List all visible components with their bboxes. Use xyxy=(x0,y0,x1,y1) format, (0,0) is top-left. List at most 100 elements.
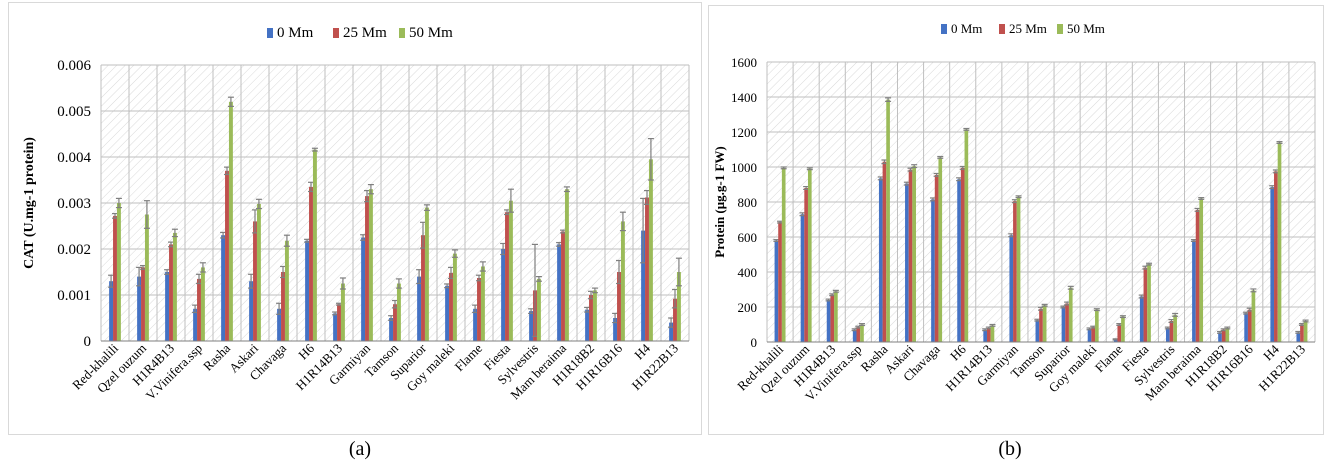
bar xyxy=(983,329,987,342)
bar xyxy=(931,199,935,342)
bar xyxy=(934,174,939,342)
legend-label: 0 Mm xyxy=(277,25,314,41)
bar xyxy=(393,304,397,341)
bar xyxy=(990,325,995,342)
y-tick-label: 0.001 xyxy=(57,288,91,304)
bar xyxy=(221,235,226,341)
y-tick-label: 1600 xyxy=(731,55,757,70)
legend: 0 Mm 25 Mm 50 Mm xyxy=(267,25,453,41)
bar xyxy=(284,240,289,341)
y-tick-label: 0.005 xyxy=(57,104,91,120)
bar xyxy=(800,214,805,342)
x-tick-label: Flame xyxy=(1092,341,1126,375)
bar xyxy=(960,167,965,342)
bar xyxy=(613,318,618,341)
bar xyxy=(165,272,170,341)
bar xyxy=(1095,309,1099,342)
bar xyxy=(116,203,121,341)
bar xyxy=(1091,327,1096,342)
y-tick-label: 1400 xyxy=(731,90,757,105)
bar xyxy=(1173,314,1177,342)
bar xyxy=(882,161,887,342)
y-tick-label: 200 xyxy=(738,300,758,315)
bar xyxy=(508,200,513,341)
bar xyxy=(1113,339,1118,342)
bar xyxy=(1218,332,1222,342)
y-tick-label: 1000 xyxy=(731,160,757,175)
bar xyxy=(1143,267,1148,342)
bar xyxy=(778,222,782,342)
y-tick-label: 600 xyxy=(738,230,758,245)
bar xyxy=(480,266,485,341)
bar xyxy=(200,267,205,341)
bar xyxy=(256,203,261,341)
bar xyxy=(585,309,590,341)
bar xyxy=(228,101,233,341)
bar xyxy=(964,129,969,342)
bar xyxy=(169,244,173,341)
bar xyxy=(305,240,310,341)
bar xyxy=(676,272,681,341)
bar xyxy=(1169,321,1174,342)
bar xyxy=(137,276,142,341)
bar xyxy=(1300,324,1304,342)
bar xyxy=(417,276,422,341)
bar xyxy=(1225,328,1230,342)
bar xyxy=(445,285,450,341)
bar xyxy=(1221,329,1226,342)
bar xyxy=(172,232,177,341)
bar xyxy=(225,170,229,341)
bar xyxy=(368,189,373,341)
bar xyxy=(620,221,625,341)
legend-swatch xyxy=(1057,24,1063,34)
bar xyxy=(536,278,541,341)
bar xyxy=(277,308,282,341)
bar xyxy=(912,166,917,342)
y-tick-label: 0 xyxy=(84,334,92,350)
bar xyxy=(986,328,991,342)
y-axis-title: Protein (μg.g-1 FW) xyxy=(712,146,727,257)
bar xyxy=(501,249,506,341)
bar xyxy=(886,99,890,342)
bar xyxy=(312,149,317,341)
legend-label: 25 Mm xyxy=(343,25,387,41)
bar xyxy=(1068,287,1073,342)
y-tick-label: 400 xyxy=(738,265,758,280)
bar xyxy=(648,159,653,341)
bar xyxy=(589,295,593,341)
bar xyxy=(852,329,857,342)
legend-swatch xyxy=(333,28,339,38)
caption-b: (b) xyxy=(998,438,1022,460)
bar xyxy=(477,277,481,341)
bar xyxy=(1042,305,1047,342)
bar xyxy=(389,318,394,341)
legend-swatch xyxy=(399,28,405,38)
x-tick-label: H6 xyxy=(295,340,317,362)
y-tick-label: 0.003 xyxy=(57,196,91,212)
bar xyxy=(424,207,429,341)
bar xyxy=(564,189,569,341)
bar xyxy=(113,215,117,341)
bar xyxy=(421,235,425,341)
bar xyxy=(834,291,838,342)
bar xyxy=(860,324,864,342)
legend-swatch xyxy=(941,24,947,34)
bar xyxy=(781,167,786,342)
legend-swatch xyxy=(999,24,1005,34)
bar xyxy=(1247,309,1252,342)
bar xyxy=(938,157,943,342)
bar xyxy=(830,294,835,342)
bar xyxy=(1303,321,1308,342)
bar xyxy=(592,290,597,341)
bar xyxy=(957,179,961,342)
bar xyxy=(449,272,453,341)
bar xyxy=(396,283,401,341)
bar xyxy=(1195,209,1200,342)
bar xyxy=(905,183,909,342)
x-tick-label: H4 xyxy=(631,340,653,362)
bar xyxy=(1277,142,1282,342)
chart-panel-b: 0 200 400 600 800 1000 1200 1400 1600 Red-khalili… xyxy=(708,5,1324,435)
bar xyxy=(253,221,257,341)
y-tick-label: 0.002 xyxy=(57,242,91,258)
legend-label: 50 Mm xyxy=(1067,21,1105,36)
